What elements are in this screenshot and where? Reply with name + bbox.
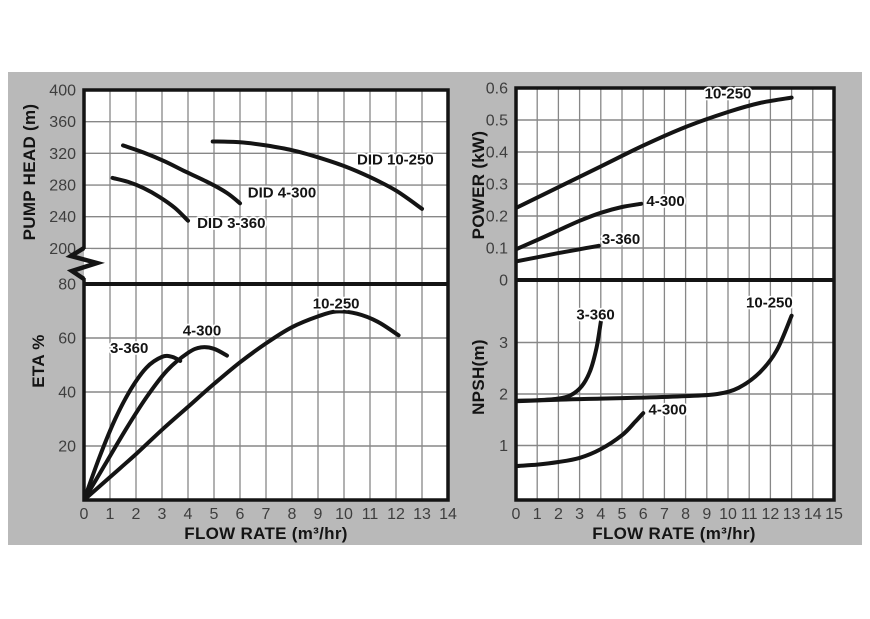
y-tick-label: 2	[499, 387, 508, 404]
curve-10-250	[84, 309, 401, 500]
x-tick-label: 2	[554, 506, 563, 523]
x-tick-label: 13	[413, 506, 431, 523]
x-tick-label: 8	[288, 506, 297, 523]
y-tick-label: 400	[49, 83, 76, 100]
y-tick-label: 360	[49, 114, 76, 131]
series-label-4-300: 4-300	[183, 322, 221, 339]
x-tick-label: 1	[533, 506, 542, 523]
y-tick-label: 200	[49, 241, 76, 258]
x-tick-label: 9	[314, 506, 323, 523]
flow-rate-axis-label-left: FLOW RATE (m³/hr)	[184, 524, 348, 543]
curves-layer	[516, 95, 794, 469]
x-tick-label: 9	[702, 506, 711, 523]
y-tick-label: 320	[49, 146, 76, 163]
curve-did-4-300	[121, 143, 242, 206]
x-tick-label: 0	[80, 506, 89, 523]
power-axis-label: POWER (kW)	[469, 130, 488, 240]
x-tick-label: 7	[262, 506, 271, 523]
y-tick-label: 240	[49, 209, 76, 226]
x-tick-label: 3	[158, 506, 167, 523]
series-label-did-4-300: DID 4-300	[248, 185, 316, 202]
curve-3-360	[516, 243, 601, 264]
axis-break-mask-outer	[76, 249, 84, 278]
y-tick-label: 0.4	[486, 145, 508, 162]
y-tick-label: 0	[499, 273, 508, 290]
y-tick-label: 0.1	[486, 241, 508, 258]
series-label-10-250: 10-250	[746, 294, 793, 311]
x-tick-label: 0	[512, 506, 521, 523]
x-tick-label: 3	[575, 506, 584, 523]
y-tick-label: 0.5	[486, 113, 508, 130]
x-tick-label: 8	[681, 506, 690, 523]
y-tick-label: 3	[499, 335, 508, 352]
y-tick-label: 40	[58, 385, 76, 402]
y-axis-break-icon	[65, 246, 105, 281]
curve-did-10-250	[210, 139, 424, 211]
curve-10-250	[516, 313, 794, 404]
x-tick-label: 11	[362, 506, 379, 523]
curve-4-300	[516, 201, 644, 252]
x-tick-label: 13	[783, 506, 801, 523]
x-tick-label: 11	[741, 506, 758, 523]
x-tick-label: 6	[639, 506, 648, 523]
eta-axis-label: ETA %	[29, 334, 48, 388]
x-tick-label: 6	[236, 506, 245, 523]
y-tick-label: 280	[49, 178, 76, 195]
curve-10-250	[516, 95, 794, 210]
x-tick-label: 10	[335, 506, 353, 523]
x-tick-label: 5	[210, 506, 219, 523]
x-tick-label: 14	[804, 506, 822, 523]
curves-layer	[84, 139, 424, 500]
y-tick-label: 0.2	[486, 209, 508, 226]
series-label-10-250: 10-250	[313, 295, 360, 312]
series-label-3-360: 3-360	[110, 340, 148, 357]
series-label-did-3-360: DID 3-360	[197, 215, 265, 232]
y-tick-label: 0.3	[486, 177, 508, 194]
x-tick-label: 12	[762, 506, 780, 523]
y-tick-label: 1	[499, 438, 508, 455]
y-tick-label: 20	[58, 439, 76, 456]
flow-rate-axis-label-right: FLOW RATE (m³/hr)	[592, 524, 756, 543]
curve-4-300	[516, 411, 646, 469]
series-label-4-300: 4-300	[646, 193, 684, 210]
series-label-did-10-250: DID 10-250	[357, 151, 434, 168]
pump-head-axis-label: PUMP HEAD (m)	[20, 103, 39, 241]
x-tick-label: 10	[719, 506, 737, 523]
plot-border	[514, 86, 836, 502]
x-tick-label: 7	[660, 506, 669, 523]
series-label-4-300: 4-300	[649, 402, 687, 419]
axis-break-mask-inner	[84, 249, 91, 278]
curve-did-3-360	[110, 175, 190, 223]
plot-border	[82, 88, 450, 502]
curve-4-300	[84, 345, 229, 500]
x-tick-label: 1	[106, 506, 115, 523]
x-tick-label: 4	[184, 506, 193, 523]
x-tick-label: 5	[618, 506, 627, 523]
x-tick-label: 14	[439, 506, 457, 523]
plot-area	[516, 88, 834, 500]
series-label-10-250: 10-250	[705, 86, 752, 103]
y-tick-label: 60	[58, 331, 76, 348]
series-label-3-360: 3-360	[602, 231, 640, 248]
curve-3-360	[84, 353, 183, 500]
y-tick-label: 0.6	[486, 81, 508, 98]
x-tick-label: 15	[825, 506, 843, 523]
y-tick-label: 80	[58, 277, 76, 294]
series-label-3-360: 3-360	[576, 306, 614, 323]
x-tick-label: 2	[132, 506, 141, 523]
x-tick-label: 4	[596, 506, 605, 523]
x-tick-label: 12	[387, 506, 405, 523]
npsh-axis-label: NPSH(m)	[469, 339, 488, 415]
